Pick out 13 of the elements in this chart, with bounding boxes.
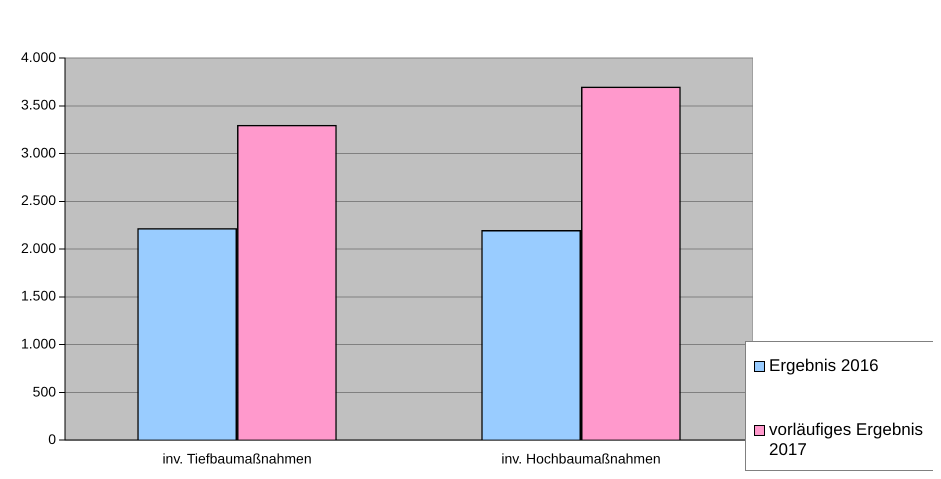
y-tick-label: 1.000 [20,336,56,352]
y-tick-label: 4.000 [20,48,56,65]
y-tick-label: 3.500 [20,96,56,113]
x-tick-label: inv. Tiefbaumaßnahmen [162,450,312,466]
y-tick-label: 2.000 [20,240,56,256]
legend-label: Ergebnis 2016 [769,356,879,376]
y-tick-label: 3.000 [20,144,56,160]
y-tick-label: 0 [48,431,56,448]
x-tick-label: inv. Hochbaumaßnahmen [501,450,661,466]
y-tick-label: 2.500 [20,192,56,208]
legend-label: vorläufiges Ergebnis 2017 [769,420,924,460]
y-tick-label: 500 [32,383,56,400]
y-tick-label: 1.500 [20,288,56,304]
